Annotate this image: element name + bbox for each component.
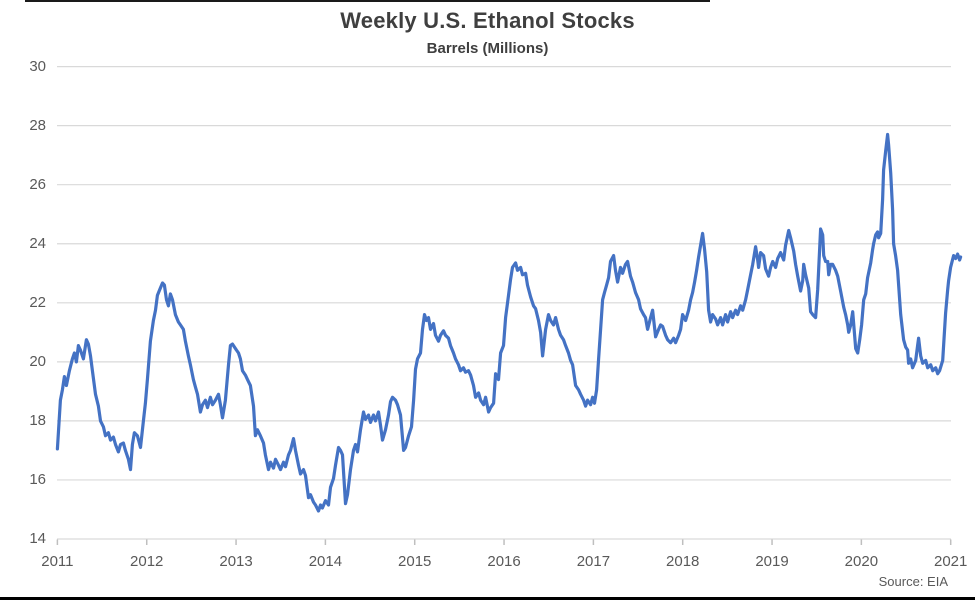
- y-axis-label: 16: [29, 470, 46, 488]
- y-axis-label: 14: [29, 530, 46, 547]
- x-axis-label: 2011: [41, 553, 74, 570]
- x-axis-label: 2013: [219, 553, 253, 570]
- x-axis-label: 2016: [487, 553, 521, 570]
- x-axis-label: 2012: [130, 553, 164, 570]
- y-axis-label: 22: [29, 293, 46, 311]
- top-border: [25, 0, 710, 2]
- bottom-border: [0, 597, 975, 600]
- y-axis-label: 24: [29, 234, 46, 252]
- x-axis-label: 2021: [934, 553, 968, 570]
- y-axis-label: 26: [29, 175, 46, 193]
- y-axis-label: 30: [29, 57, 46, 75]
- y-axis-label: 20: [29, 352, 46, 370]
- chart-subtitle: Barrels (Millions): [426, 40, 549, 57]
- x-axis-label: 2015: [398, 553, 432, 570]
- x-axis-label: 2014: [308, 553, 343, 570]
- x-axis-label: 2017: [576, 553, 611, 570]
- ethanol-stocks-line: [55, 132, 963, 513]
- x-axis-label: 2019: [755, 553, 789, 570]
- y-axis-label: 18: [29, 411, 46, 429]
- y-axis-label: 28: [29, 116, 46, 134]
- source-label: Source: EIA: [878, 574, 948, 589]
- chart-title: Weekly U.S. Ethanol Stocks: [340, 8, 635, 33]
- x-axis-label: 2020: [844, 553, 879, 570]
- x-axis-label: 2018: [666, 553, 700, 570]
